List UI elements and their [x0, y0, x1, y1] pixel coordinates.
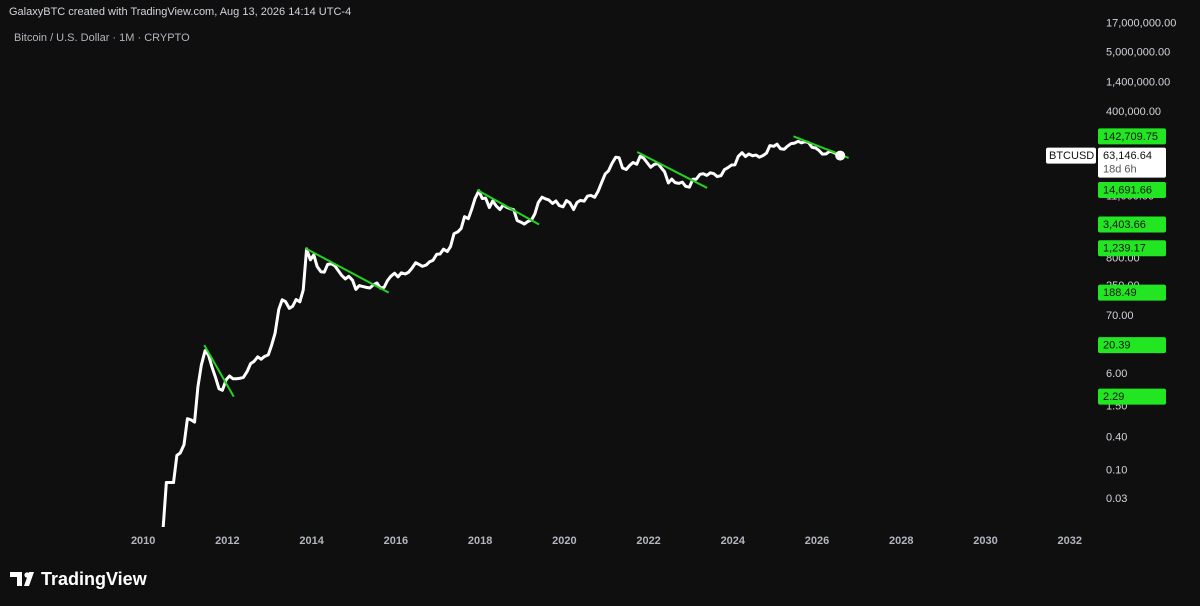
price-label-box — [1098, 284, 1166, 301]
x-tick-label: 2032 — [1057, 535, 1081, 547]
brand: TradingView — [41, 569, 148, 589]
y-tick-label: 17,000,000.00 — [1106, 18, 1176, 30]
y-tick-label: 400,000.00 — [1106, 106, 1161, 118]
x-tick-label: 2014 — [299, 535, 324, 547]
last-point — [835, 150, 846, 161]
x-tick-label: 2010 — [131, 535, 155, 547]
price-label: 20.39 — [1103, 340, 1131, 352]
plot-area — [161, 135, 849, 527]
symbol-box — [1046, 147, 1096, 164]
trend-line — [203, 344, 235, 398]
price-label-box — [1098, 240, 1166, 257]
x-tick-label: 2026 — [805, 535, 829, 547]
subtitle: Bitcoin / U.S. Dollar · 1M · CRYPTO — [14, 32, 190, 44]
last-price-box — [1098, 147, 1166, 178]
last-price-label: 63,146.64 — [1103, 150, 1152, 162]
symbol-label: BTCUSD — [1049, 150, 1094, 162]
x-tick-label: 2016 — [384, 535, 408, 547]
price-label-box — [1098, 216, 1166, 233]
price-label: 188.49 — [1103, 287, 1137, 299]
price-label: 1,239.17 — [1103, 243, 1146, 255]
x-tick-label: 2030 — [973, 535, 997, 547]
x-tick-label: 2028 — [889, 535, 913, 547]
x-tick-label: 2012 — [215, 535, 239, 547]
y-tick-label: 0.10 — [1106, 464, 1127, 476]
price-label: 14,691.66 — [1103, 184, 1152, 196]
x-tick-label: 2018 — [468, 535, 492, 547]
logo-dot — [24, 572, 30, 578]
price-label: 3,403.66 — [1103, 219, 1146, 231]
x-tick-label: 2022 — [636, 535, 660, 547]
trend-line — [304, 247, 390, 294]
y-tick-label: 1,400,000.00 — [1106, 76, 1170, 88]
price-label-box — [1098, 388, 1166, 405]
price-label-box — [1098, 181, 1166, 198]
y-tick-label: 5,000,000.00 — [1106, 46, 1170, 58]
price-label: 2.29 — [1103, 391, 1124, 403]
x-tick-label: 2024 — [721, 535, 746, 547]
price-line — [161, 139, 841, 527]
x-tick-label: 2020 — [552, 535, 576, 547]
y-tick-label: 0.03 — [1106, 493, 1127, 505]
y-tick-label: 70.00 — [1106, 310, 1134, 322]
trend-line — [636, 151, 708, 189]
price-label-box — [1098, 128, 1166, 145]
y-tick-label: 0.40 — [1106, 432, 1127, 444]
countdown-label: 18d 6h — [1103, 163, 1137, 175]
price-label-box — [1098, 337, 1166, 354]
y-tick-label: 6.00 — [1106, 368, 1127, 380]
logo: TradingView — [10, 569, 148, 589]
header: GalaxyBTC created with TradingView.com, … — [9, 6, 351, 18]
trend-line — [476, 189, 540, 226]
price-label: 142,709.75 — [1103, 131, 1158, 143]
